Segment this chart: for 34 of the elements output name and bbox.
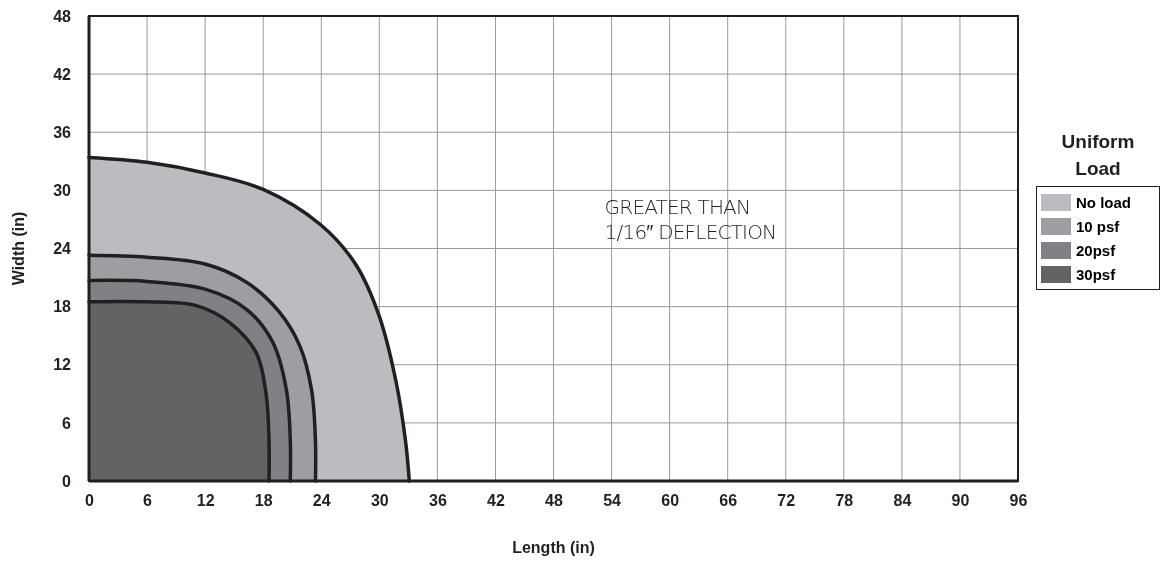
x-tick-label: 24 <box>312 492 331 510</box>
x-tick-label: 12 <box>196 492 215 510</box>
x-tick-label: 42 <box>487 492 505 510</box>
x-tick-label: 30 <box>370 492 389 510</box>
x-tick-label: 84 <box>893 492 912 510</box>
x-tick-label: 6 <box>143 492 153 510</box>
x-tick-label: 72 <box>777 492 796 510</box>
legend-title: Uniform Load <box>1060 130 1136 181</box>
annotation: GREATER THAN 1/16″ DEFLECTION <box>604 195 777 244</box>
x-tick-label: 36 <box>428 492 447 510</box>
legend-label: 10 psf <box>1076 217 1120 235</box>
x-tick-label: 60 <box>661 492 680 510</box>
x-tick-label: 48 <box>545 492 563 510</box>
y-tick-label: 30 <box>53 181 72 199</box>
x-tick-label: 0 <box>85 492 95 510</box>
y-tick-label: 12 <box>53 356 72 374</box>
y-tick-label: 24 <box>53 240 72 258</box>
x-tick-label: 18 <box>254 492 273 510</box>
y-tick-label: 36 <box>53 123 72 141</box>
y-tick-label: 0 <box>62 472 72 490</box>
x-tick-label: 66 <box>719 492 738 510</box>
y-tick-label: 6 <box>62 414 72 432</box>
legend-label: 20psf <box>1076 241 1116 259</box>
x-tick-label: 96 <box>1009 492 1028 510</box>
y-tick-label: 18 <box>53 298 72 316</box>
y-tick-label: 42 <box>53 65 72 83</box>
x-tick-label: 78 <box>835 492 854 510</box>
x-tick-label: 54 <box>603 492 622 510</box>
x-axis-title: Length (in) <box>512 539 595 556</box>
legend-label: 30psf <box>1076 265 1116 283</box>
y-axis-title: Width (in) <box>10 211 27 286</box>
x-tick-label: 90 <box>951 492 970 510</box>
y-tick-label: 48 <box>53 7 72 25</box>
legend-label: No load <box>1076 193 1131 211</box>
